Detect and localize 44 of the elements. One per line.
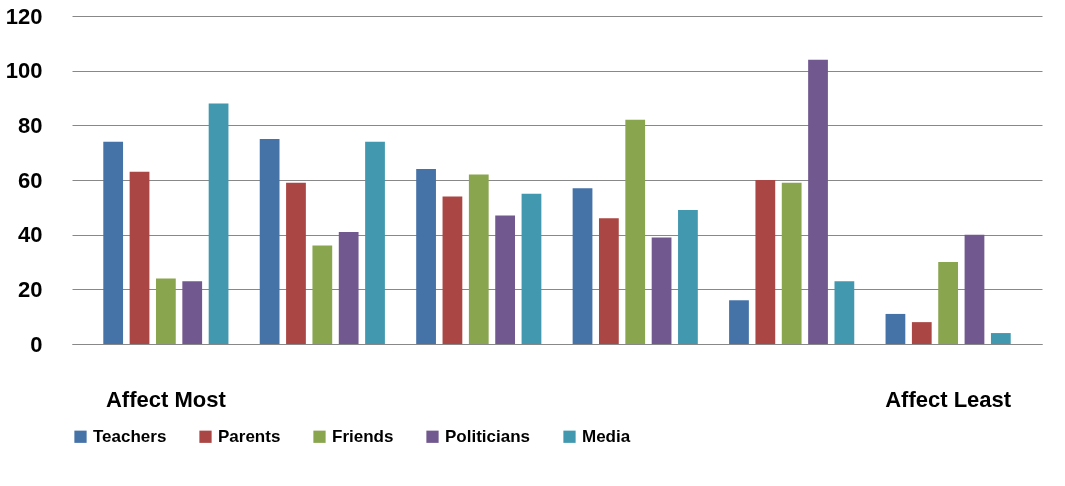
bar: [990, 333, 1011, 344]
y-tick-label: 40: [18, 222, 43, 248]
bar: [834, 281, 855, 344]
bar: [312, 245, 333, 344]
bar: [938, 262, 959, 344]
bar: [416, 169, 436, 344]
legend-label: Friends: [332, 426, 394, 446]
bar: [808, 59, 828, 344]
y-tick-label: 60: [18, 167, 43, 193]
bar: [259, 139, 280, 344]
bar: [338, 231, 359, 344]
y-tick-label: 20: [18, 276, 43, 302]
bar: [103, 141, 124, 344]
y-tick-label: 0: [30, 331, 43, 357]
bar: [521, 193, 542, 344]
x-tick-label: Affect Most: [105, 386, 227, 412]
bar: [572, 188, 593, 344]
bar: [598, 218, 619, 344]
bar: [208, 103, 229, 344]
x-tick-label: Affect Least: [885, 386, 1012, 412]
bar: [964, 234, 985, 344]
bar: [885, 313, 906, 344]
bar: [651, 237, 672, 344]
y-tick-label: 120: [5, 3, 43, 29]
bar: [781, 182, 802, 344]
bar: [155, 278, 176, 344]
bar: [729, 300, 749, 344]
bar: [495, 215, 516, 344]
y-tick-label: 100: [5, 58, 43, 84]
legend-label: Politicians: [445, 426, 531, 446]
bar: [911, 322, 932, 344]
bar: [468, 174, 489, 344]
legend-label: Teachers: [93, 426, 167, 446]
bar: [678, 210, 698, 344]
bar: [442, 196, 463, 344]
bar: [755, 180, 776, 344]
legend-label: Parents: [218, 426, 281, 446]
bar: [625, 119, 646, 344]
bar: [365, 141, 385, 344]
bar: [129, 171, 150, 344]
bar: [286, 182, 306, 344]
y-tick-label: 80: [18, 112, 43, 138]
legend-label: Media: [582, 426, 631, 446]
bar: [182, 281, 203, 344]
